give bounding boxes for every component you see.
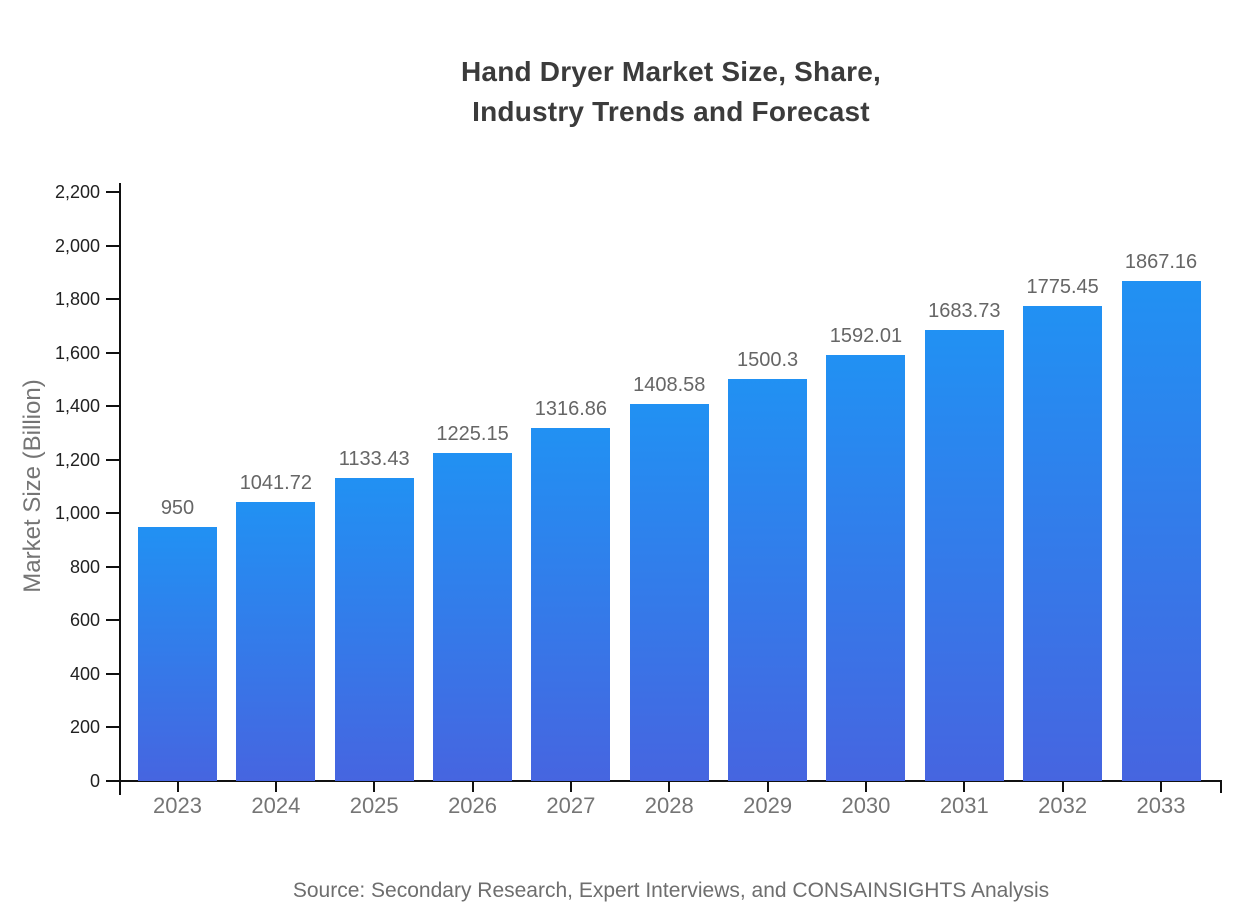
x-tick-mark xyxy=(176,782,179,792)
y-tick-label: 800 xyxy=(69,556,100,577)
x-tick-label: 2031 xyxy=(939,793,989,818)
bar-value-label: 1316.86 xyxy=(534,398,608,421)
bar xyxy=(1121,281,1201,781)
bar-value-label: 1133.43 xyxy=(338,447,410,470)
bar xyxy=(531,428,611,781)
bar-value-label: 950 xyxy=(160,496,195,519)
y-tick-mark xyxy=(106,726,120,729)
chart-title: Hand Dryer Market Size, Share, Industry … xyxy=(120,52,1222,132)
x-tick-mark xyxy=(963,782,966,792)
x-axis-end-tick xyxy=(1220,780,1222,793)
y-tick-mark xyxy=(106,780,120,782)
y-tick-label: 200 xyxy=(69,717,100,738)
source-note: Source: Secondary Research, Expert Inter… xyxy=(292,879,1050,902)
x-tick-mark xyxy=(1160,782,1162,792)
bar xyxy=(138,526,217,781)
x-tick-label: 2027 xyxy=(546,793,596,818)
x-tick-label: 2026 xyxy=(448,793,498,818)
bar xyxy=(629,403,709,781)
y-tick-mark xyxy=(106,298,120,301)
x-tick-mark xyxy=(1061,782,1064,792)
x-tick-label: 2030 xyxy=(841,793,891,818)
x-tick-mark xyxy=(668,782,671,792)
bar-value-label: 1225.15 xyxy=(436,422,509,445)
x-tick-mark xyxy=(766,782,769,792)
bar xyxy=(433,452,513,781)
y-tick-label: 1,200 xyxy=(54,449,100,470)
bar xyxy=(334,477,414,781)
x-tick-mark xyxy=(569,782,572,792)
x-tick-mark xyxy=(274,782,277,792)
x-tick-label: 2023 xyxy=(153,793,202,818)
x-tick-mark xyxy=(471,782,474,792)
x-axis-line xyxy=(119,780,1222,782)
y-tick-label: 1,800 xyxy=(54,289,100,310)
chart-title-line-2: Industry Trends and Forecast xyxy=(472,96,870,127)
y-tick-label: 600 xyxy=(69,610,100,631)
y-tick-mark xyxy=(106,619,120,622)
y-tick-label: 1,600 xyxy=(54,342,100,363)
y-tick-mark xyxy=(106,191,120,193)
chart-title-line-1: Hand Dryer Market Size, Share, xyxy=(461,56,881,87)
x-tick-label: 2033 xyxy=(1136,793,1186,818)
y-tick-label: 0 xyxy=(89,771,100,791)
x-tick-mark xyxy=(373,782,376,792)
x-tick-mark xyxy=(864,782,867,792)
bar xyxy=(924,330,1004,781)
x-tick-label: 2024 xyxy=(251,793,301,818)
y-tick-mark xyxy=(106,512,120,515)
bar-value-label: 1408.58 xyxy=(633,373,706,396)
bar-value-label: 1683.73 xyxy=(928,300,1001,323)
y-tick-label: 400 xyxy=(69,663,100,684)
bar-value-label: 1775.45 xyxy=(1026,275,1099,298)
y-axis-line xyxy=(119,183,121,795)
y-tick-mark xyxy=(106,244,120,247)
y-tick-label: 2,200 xyxy=(54,182,100,202)
bar-value-label: 1867.16 xyxy=(1124,251,1198,274)
x-tick-label: 2025 xyxy=(349,793,399,818)
y-tick-label: 2,000 xyxy=(54,235,100,256)
y-tick-label: 1,400 xyxy=(54,396,100,417)
y-tick-label: 1,000 xyxy=(54,503,100,524)
bar xyxy=(728,379,808,781)
x-tick-label: 2029 xyxy=(743,793,793,818)
bar-value-label: 1041.72 xyxy=(239,472,312,495)
bar xyxy=(1023,305,1103,781)
y-tick-mark xyxy=(106,672,120,675)
y-tick-mark xyxy=(106,351,120,354)
bar-value-label: 1592.01 xyxy=(829,324,903,347)
y-tick-mark xyxy=(106,405,120,408)
bar xyxy=(826,354,906,781)
bar-value-label: 1500.3 xyxy=(737,349,799,372)
y-tick-mark xyxy=(106,565,120,568)
y-tick-mark xyxy=(106,458,120,461)
bar xyxy=(236,502,316,781)
x-tick-label: 2028 xyxy=(644,793,694,818)
x-tick-label: 2032 xyxy=(1038,793,1088,818)
